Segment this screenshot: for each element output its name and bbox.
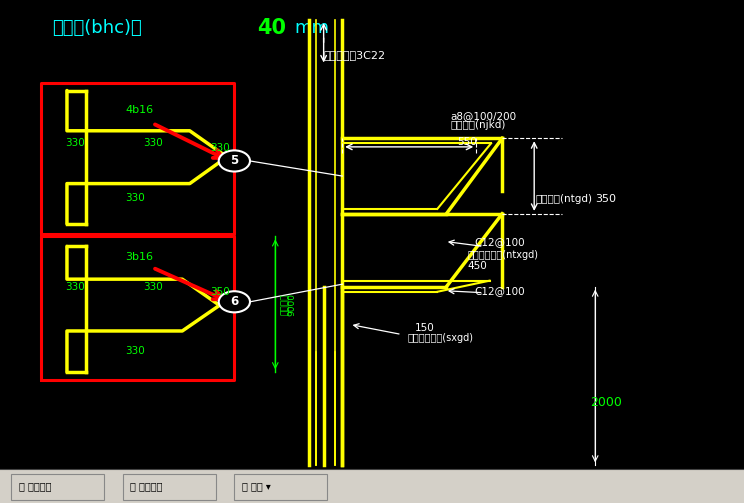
- Text: 350: 350: [210, 287, 230, 297]
- Text: 150: 150: [415, 323, 435, 333]
- Text: 3b16: 3b16: [125, 252, 153, 262]
- Text: 350: 350: [595, 194, 616, 204]
- FancyBboxPatch shape: [234, 474, 327, 500]
- Text: 330: 330: [125, 193, 145, 203]
- Text: 牛腿高度(ntgd): 牛腿高度(ntgd): [536, 194, 593, 204]
- Text: 🗁 其他 ▾: 🗁 其他 ▾: [242, 481, 271, 491]
- Text: C12@100: C12@100: [475, 237, 525, 247]
- Text: 保护层(bhc)：: 保护层(bhc)：: [52, 19, 142, 37]
- Text: 牛腿斜段高度(ntxgd): 牛腿斜段高度(ntxgd): [467, 250, 538, 260]
- Text: 330: 330: [65, 282, 86, 292]
- Text: 4b16: 4b16: [125, 105, 153, 115]
- Text: 6: 6: [230, 295, 239, 308]
- Text: 40: 40: [257, 18, 286, 38]
- FancyBboxPatch shape: [123, 474, 216, 500]
- Circle shape: [219, 291, 250, 312]
- Text: 牛角宽度(njkd): 牛角宽度(njkd): [450, 120, 505, 130]
- Text: 450: 450: [467, 261, 487, 271]
- Text: 330: 330: [144, 282, 164, 292]
- Text: 330: 330: [210, 143, 230, 153]
- Text: 330: 330: [125, 346, 145, 356]
- Text: C12@100: C12@100: [475, 286, 525, 296]
- Text: 钢筋深入长度(sxgd): 钢筋深入长度(sxgd): [408, 333, 474, 343]
- Text: 柱末端距: 柱末端距: [281, 294, 290, 315]
- Text: 330: 330: [65, 138, 86, 148]
- Text: a8@100/200: a8@100/200: [450, 111, 516, 121]
- Text: 330: 330: [144, 138, 164, 148]
- FancyBboxPatch shape: [11, 474, 104, 500]
- Text: 9000: 9000: [287, 293, 296, 316]
- Text: mm: mm: [294, 19, 329, 37]
- Text: 🗂 钢筋图库: 🗂 钢筋图库: [130, 481, 163, 491]
- Text: 5: 5: [230, 154, 239, 167]
- Text: 🗒 钢筋信息: 🗒 钢筋信息: [19, 481, 51, 491]
- Text: 全部纵筋：3C22: 全部纵筋：3C22: [324, 50, 386, 60]
- Text: 2000: 2000: [590, 396, 622, 409]
- Bar: [0, 469, 744, 503]
- Text: 550: 550: [458, 137, 478, 147]
- Circle shape: [219, 150, 250, 172]
